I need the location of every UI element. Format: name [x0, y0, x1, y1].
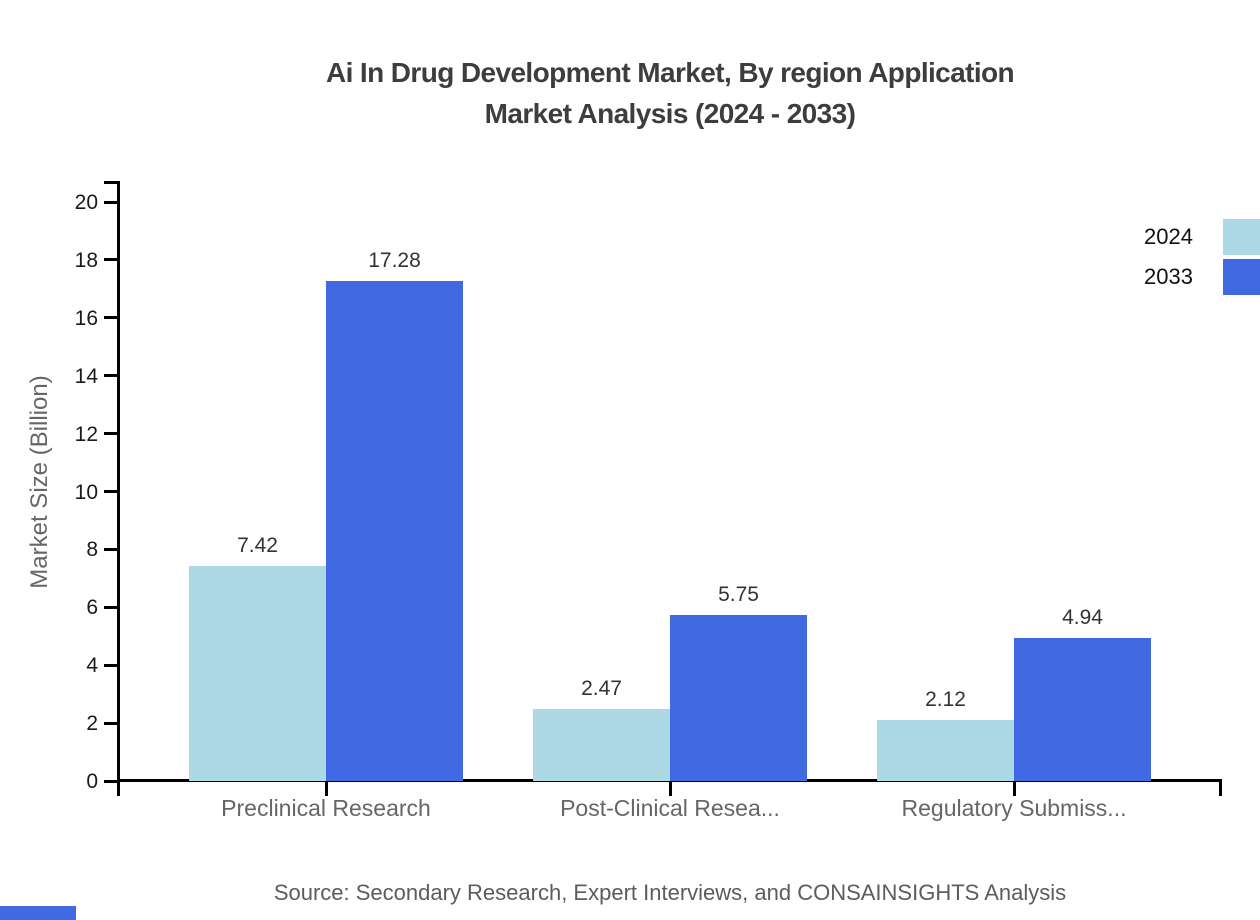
chart-title-line2: Market Analysis (2024 - 2033)	[484, 98, 856, 129]
y-tick-mark	[104, 779, 117, 783]
y-axis-line	[117, 181, 120, 795]
y-tick-mark	[104, 547, 117, 551]
legend-item-2033: 2033	[1144, 259, 1260, 295]
x-tick-mark	[668, 782, 672, 796]
y-axis-endcap	[104, 181, 117, 184]
y-tick-mark	[104, 721, 117, 725]
y-tick-label: 4	[86, 654, 98, 678]
legend-label-2024: 2024	[1144, 224, 1193, 249]
bar-value-label: 5.75	[718, 582, 759, 606]
chart-title-line1: Ai In Drug Development Market, By region…	[325, 57, 1015, 88]
y-tick-label: 2	[86, 712, 98, 736]
y-tick-label: 14	[74, 364, 98, 388]
bar-value-label: 7.42	[237, 534, 278, 558]
legend-swatch-2033	[1223, 259, 1260, 295]
x-tick-mark	[1012, 782, 1016, 796]
brand-bar	[0, 906, 76, 920]
bar-value-label: 17.28	[368, 248, 421, 272]
bar-2033-3	[1014, 637, 1151, 781]
source-note: Source: Secondary Research, Expert Inter…	[273, 880, 1067, 905]
y-tick-label: 0	[86, 770, 98, 793]
y-tick-label: 8	[86, 538, 98, 562]
bar-2024-2	[533, 709, 670, 781]
y-tick-mark	[104, 258, 117, 262]
bar-2033-1	[326, 280, 463, 781]
bar-value-label: 2.12	[925, 687, 966, 711]
y-tick-label: 18	[74, 248, 98, 272]
y-tick-label: 10	[74, 480, 98, 504]
x-tick-mark	[324, 782, 328, 796]
y-tick-mark	[104, 374, 117, 378]
bar-2024-3	[877, 719, 1014, 781]
x-category-label: Regulatory Submiss...	[901, 795, 1127, 821]
y-tick-mark	[104, 316, 117, 320]
y-tick-label: 20	[74, 191, 98, 214]
x-axis-endcap	[1219, 782, 1222, 796]
bar-value-label: 2.47	[581, 677, 622, 701]
y-tick-mark	[104, 490, 117, 493]
y-tick-mark	[104, 200, 117, 204]
y-tick-label: 6	[86, 596, 98, 620]
x-tick-origin	[117, 782, 120, 796]
legend-item-2024: 2024	[1144, 219, 1260, 255]
legend: 2024 2033	[1144, 219, 1260, 299]
x-category-label: Post-Clinical Resea...	[560, 795, 780, 821]
y-tick-label: 16	[74, 306, 98, 330]
y-tick-mark	[104, 605, 117, 609]
bar-2024-1	[189, 566, 326, 781]
y-tick-mark	[104, 432, 117, 436]
bar-value-label: 4.94	[1062, 605, 1103, 629]
x-category-label: Preclinical Research	[221, 795, 431, 821]
bar-2033-2	[670, 614, 807, 781]
y-tick-label: 12	[74, 422, 98, 446]
chart-title: Ai In Drug Development Market, By region…	[80, 52, 1260, 134]
y-tick-mark	[104, 663, 117, 667]
legend-swatch-2024	[1223, 219, 1260, 255]
legend-label-2033: 2033	[1144, 264, 1193, 289]
